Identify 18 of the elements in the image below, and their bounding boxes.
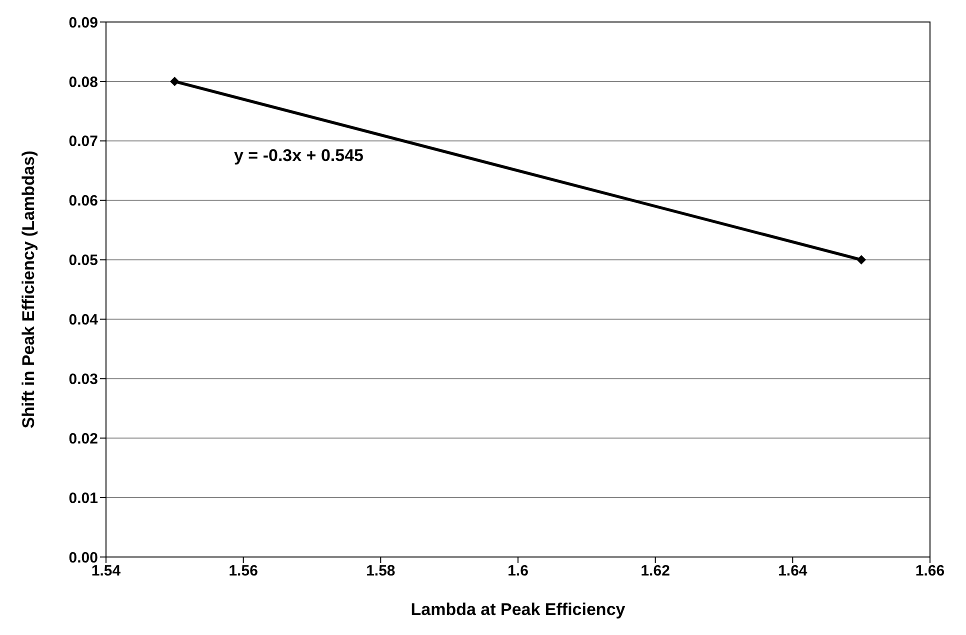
x-tick-label: 1.64 xyxy=(778,562,808,580)
annotation: y = -0.3x + 0.545 xyxy=(234,146,364,166)
y-axis-title: Shift in Peak Efficiency (Lambdas) xyxy=(19,150,38,428)
x-tick-label: 1.56 xyxy=(228,562,258,580)
y-tick-label: 0.05 xyxy=(68,252,98,270)
y-tick-label: 0.08 xyxy=(68,74,98,91)
x-axis-title: Lambda at Peak Efficiency xyxy=(410,600,626,619)
x-tick-label: 1.58 xyxy=(366,562,396,580)
y-tick-label: 0.06 xyxy=(68,192,98,210)
x-tick-label: 1.66 xyxy=(915,562,945,580)
y-tick-label: 0.07 xyxy=(68,133,98,150)
x-tick-label: 1.62 xyxy=(640,562,670,580)
y-tick-label: 0.02 xyxy=(68,430,98,448)
y-tick-label: 0.01 xyxy=(68,490,98,507)
y-tick-label: 0.09 xyxy=(68,14,98,32)
x-tick-label: 1.6 xyxy=(508,562,528,580)
y-tick-label: 0.03 xyxy=(68,370,98,388)
y-tick-label: 0.04 xyxy=(68,312,99,329)
